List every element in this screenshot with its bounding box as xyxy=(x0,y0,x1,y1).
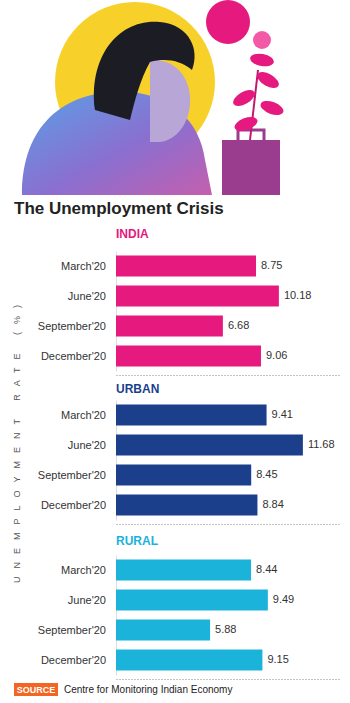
pink-circle xyxy=(206,0,250,44)
bar xyxy=(116,405,267,426)
category-tick: June'20 xyxy=(68,290,116,302)
category-label: June'20 xyxy=(68,439,106,451)
bar xyxy=(116,256,256,277)
category-label: June'20 xyxy=(68,290,106,302)
data-label: 9.41 xyxy=(272,408,293,420)
bar xyxy=(116,495,257,516)
bars xyxy=(116,256,279,367)
chart-title: URBAN xyxy=(116,382,159,396)
figure-hair xyxy=(94,22,195,120)
axis-label: UNEMPLOYMENT RATE (%) xyxy=(12,297,22,583)
data-label: 6.68 xyxy=(228,319,249,331)
category-tick: December'20 xyxy=(41,654,116,666)
category-tick: March'20 xyxy=(61,564,116,576)
bar xyxy=(116,286,279,307)
bar xyxy=(116,346,261,367)
briefcase xyxy=(222,140,280,195)
source-label: SOURCE xyxy=(17,685,56,695)
illustration xyxy=(22,0,285,195)
data-label: 8.45 xyxy=(256,468,277,480)
plant-leaf xyxy=(231,87,258,109)
data-label: 5.88 xyxy=(215,623,236,635)
source-badge xyxy=(14,683,58,696)
bars xyxy=(116,405,303,516)
category-label: December'20 xyxy=(41,654,106,666)
bar-chart: RURAL March'20 June'20 September'20 December… xyxy=(38,534,341,680)
pink-dot xyxy=(253,31,271,49)
bar xyxy=(116,560,251,581)
data-label: 10.18 xyxy=(284,289,312,301)
category-label: September'20 xyxy=(38,469,106,481)
value-axis xyxy=(117,679,341,680)
bars xyxy=(116,560,268,671)
main-title: The Unemployment Crisis xyxy=(14,199,224,218)
category-tick: December'20 xyxy=(41,350,116,362)
bar xyxy=(116,620,210,641)
category-tick: March'20 xyxy=(61,260,116,272)
source: SOURCE Centre for Monitoring Indian Econo… xyxy=(14,683,232,696)
plant-leaf xyxy=(233,114,260,133)
plant-stem xyxy=(250,70,258,140)
value-axis-line xyxy=(117,375,341,376)
data-label: 9.15 xyxy=(267,653,288,665)
data-label: 8.84 xyxy=(262,498,283,510)
category-label: September'20 xyxy=(38,320,106,332)
bar xyxy=(116,650,262,671)
data-label: 9.06 xyxy=(266,349,287,361)
value-axis xyxy=(117,375,341,376)
category-label: September'20 xyxy=(38,624,106,636)
category-tick: September'20 xyxy=(38,469,116,481)
figure-face xyxy=(150,60,190,142)
category-tick: September'20 xyxy=(38,624,116,636)
category-label: March'20 xyxy=(61,564,106,576)
bar xyxy=(116,590,268,611)
plant-leaf xyxy=(259,98,286,117)
source-text: Centre for Monitoring Indian Economy xyxy=(64,684,232,695)
bar xyxy=(116,465,251,486)
category-tick: September'20 xyxy=(38,320,116,332)
category-axis: March'20 June'20 September'20 December'20 xyxy=(38,556,117,676)
bar-chart: INDIA March'20 June'20 September'20 December… xyxy=(38,227,341,376)
chart-title: RURAL xyxy=(116,534,158,548)
category-label: March'20 xyxy=(61,409,106,421)
data-label: 8.44 xyxy=(256,563,277,575)
plant-leaf xyxy=(249,52,275,68)
plant-leaf xyxy=(255,69,282,91)
category-tick: December'20 xyxy=(41,499,116,511)
bar xyxy=(116,435,303,456)
category-axis: March'20 June'20 September'20 December'20 xyxy=(38,252,117,372)
category-tick: March'20 xyxy=(61,409,116,421)
value-axis-line xyxy=(117,524,341,525)
value-axis xyxy=(117,524,341,525)
data-label: 9.49 xyxy=(273,593,294,605)
category-tick: June'20 xyxy=(68,594,116,606)
category-label: March'20 xyxy=(61,260,106,272)
category-label: June'20 xyxy=(68,594,106,606)
category-label: December'20 xyxy=(41,350,106,362)
bar-chart: URBAN March'20 June'20 September'20 December… xyxy=(38,382,341,525)
chart-page: The Unemployment Crisis UNEMPLOYMENT RATE… xyxy=(0,0,350,703)
data-label: 8.75 xyxy=(261,259,282,271)
category-axis: March'20 June'20 September'20 December'20 xyxy=(38,401,117,521)
value-axis-line xyxy=(117,679,341,680)
bar xyxy=(116,316,223,337)
chart-title: INDIA xyxy=(116,227,149,241)
category-label: December'20 xyxy=(41,499,106,511)
data-label: 11.68 xyxy=(308,438,335,450)
category-tick: June'20 xyxy=(68,439,116,451)
